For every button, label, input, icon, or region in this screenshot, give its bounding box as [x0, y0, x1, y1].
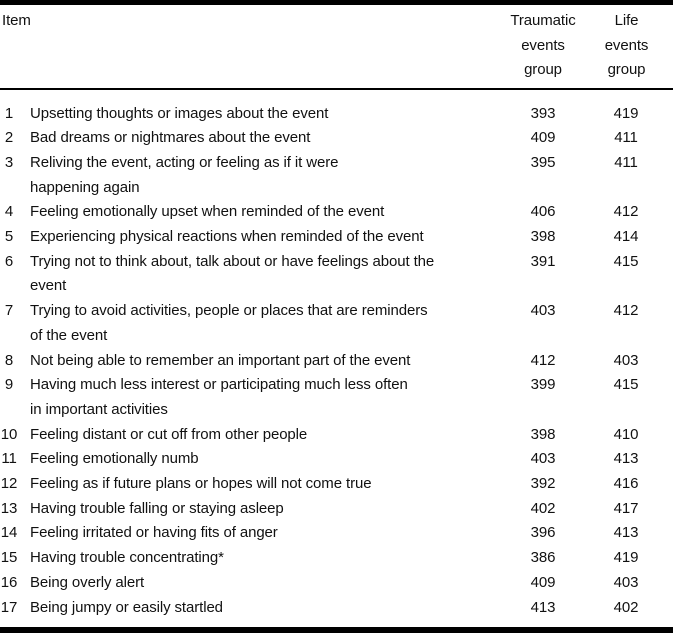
item-number: 2 — [4, 129, 14, 147]
traumatic-events-group-value: 409 — [530, 573, 556, 591]
table-row: 15 Having trouble concentrating* 386 419 — [0, 546, 673, 571]
traumatic-events-group-value: 402 — [530, 499, 556, 517]
item-description: Trying not to think about, talk about or… — [30, 252, 435, 295]
item-description: Bad dreams or nightmares about the event — [30, 129, 311, 147]
table-row: 16 Being overly alert 409 403 — [0, 571, 673, 596]
table-row: 11 Feeling emotionally numb 403 413 — [0, 447, 673, 472]
item-number: 3 — [4, 153, 14, 171]
life-events-group-value: 403 — [613, 573, 639, 591]
table-row: 13 Having trouble falling or staying asle… — [0, 497, 673, 522]
column-header-traumatic-events-group: Traumatic events group — [490, 2, 596, 90]
table-row: 2 Bad dreams or nightmares about the even… — [0, 126, 673, 151]
item-number: 16 — [0, 573, 18, 591]
table-row: 14 Feeling irritated or having fits of an… — [0, 521, 673, 546]
item-description: Upsetting thoughts or images about the e… — [30, 104, 329, 122]
item-number: 15 — [0, 549, 18, 567]
item-description: Being overly alert — [30, 573, 145, 591]
column-header-item: Item — [0, 2, 490, 90]
life-events-group-value: 419 — [613, 104, 639, 122]
item-description: Trying to avoid activities, people or pl… — [30, 302, 428, 344]
item-number: 11 — [1, 450, 17, 468]
traumatic-events-group-value: 403 — [530, 302, 556, 320]
item-number: 9 — [4, 376, 14, 394]
table-row: 3 Reliving the event, acting or feeling a… — [0, 151, 673, 200]
header-row: Item Traumatic events group Life events … — [0, 2, 673, 90]
life-events-group-value: 402 — [613, 598, 639, 616]
item-number: 8 — [4, 351, 14, 369]
item-description: Feeling irritated or having fits of ange… — [30, 524, 278, 542]
table-row: 9 Having much less interest or participat… — [0, 373, 673, 422]
item-number: 10 — [0, 425, 18, 443]
traumatic-events-group-value: 391 — [530, 252, 556, 270]
life-events-group-value: 415 — [613, 376, 639, 394]
life-events-group-value: 411 — [614, 129, 638, 147]
traumatic-events-group-value: 399 — [530, 376, 556, 394]
table-row: 10 Feeling distant or cut off from other … — [0, 423, 673, 448]
item-description: Feeling emotionally numb — [30, 450, 199, 468]
traumatic-events-group-value: 412 — [530, 351, 556, 369]
item-description: Feeling emotionally upset when reminded … — [30, 203, 385, 221]
item-number: 6 — [4, 252, 14, 270]
item-description: Having much less interest or participati… — [30, 376, 408, 418]
item-number: 4 — [4, 203, 14, 221]
life-events-group-value: 419 — [613, 549, 639, 567]
item-number: 13 — [0, 499, 18, 517]
table-row: 5 Experiencing physical reactions when re… — [0, 225, 673, 250]
table-row: 17 Being jumpy or easily startled 413 402 — [0, 596, 673, 631]
item-number: 7 — [4, 302, 14, 320]
table-row: 6 Trying not to think about, talk about o… — [0, 250, 673, 299]
life-events-group-value: 417 — [613, 499, 639, 517]
traumatic-events-group-value: 413 — [530, 598, 556, 616]
traumatic-events-group-value: 396 — [530, 524, 556, 542]
table-row: 4 Feeling emotionally upset when reminded… — [0, 200, 673, 225]
life-events-group-value: 415 — [613, 252, 639, 270]
traumatic-events-group-value: 398 — [530, 228, 556, 246]
item-description: Having trouble falling or staying asleep — [30, 499, 284, 517]
item-description: Being jumpy or easily startled — [30, 598, 223, 616]
item-description: Feeling as if future plans or hopes will… — [30, 475, 372, 493]
column-header-life-events-group: Life events group — [596, 2, 673, 90]
traumatic-events-group-value: 393 — [530, 104, 556, 122]
life-events-group-value: 411 — [614, 153, 638, 171]
table-body: 1 Upsetting thoughts or images about the … — [0, 89, 673, 631]
traumatic-events-group-value: 386 — [530, 549, 556, 567]
traumatic-events-group-value: 398 — [530, 425, 556, 443]
table-row: 7 Trying to avoid activities, people or p… — [0, 299, 673, 348]
traumatic-events-group-value: 409 — [530, 129, 556, 147]
traumatic-events-group-value: 403 — [530, 450, 556, 468]
item-description: Feeling distant or cut off from other pe… — [30, 425, 308, 443]
item-number: 5 — [4, 228, 14, 246]
traumatic-events-group-value: 392 — [530, 475, 556, 493]
table-row: 12 Feeling as if future plans or hopes wi… — [0, 472, 673, 497]
traumatic-events-group-value: 395 — [530, 153, 556, 171]
item-description: Reliving the event, acting or feeling as… — [30, 153, 339, 196]
item-description: Experiencing physical reactions when rem… — [30, 228, 424, 246]
life-events-group-value: 412 — [613, 302, 639, 320]
life-events-group-value: 413 — [613, 450, 639, 468]
life-events-group-value: 412 — [613, 203, 639, 221]
item-description: Not being able to remember an important … — [30, 351, 411, 369]
table-row: 1 Upsetting thoughts or images about the … — [0, 89, 673, 127]
traumatic-events-group-value: 406 — [530, 203, 556, 221]
item-number: 12 — [0, 475, 18, 493]
life-events-group-value: 403 — [613, 351, 639, 369]
life-events-group-value: 413 — [613, 524, 639, 542]
item-number: 14 — [0, 524, 18, 542]
item-number: 17 — [0, 598, 18, 616]
item-description: Having trouble concentrating* — [30, 549, 224, 567]
life-events-group-value: 414 — [613, 228, 639, 246]
life-events-group-value: 410 — [613, 425, 639, 443]
table-header: Item Traumatic events group Life events … — [0, 2, 673, 90]
item-number: 1 — [4, 104, 14, 122]
table-row: 8 Not being able to remember an important… — [0, 349, 673, 374]
life-events-group-value: 416 — [613, 475, 639, 493]
